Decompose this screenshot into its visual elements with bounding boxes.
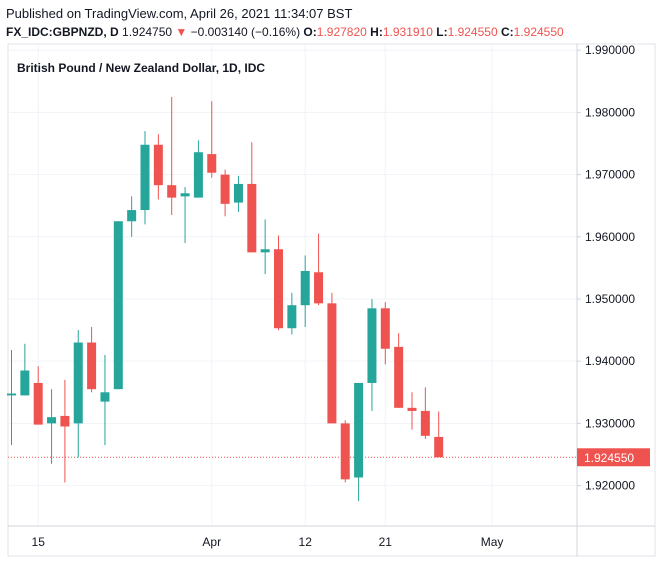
candle-body (287, 305, 297, 329)
candle-body (407, 407, 417, 411)
candle-body (247, 183, 257, 253)
candle-body (73, 342, 83, 424)
price-tick-label: 1.960000 (585, 230, 635, 244)
candle-body (7, 393, 16, 396)
candle-body (207, 154, 217, 173)
time-tick-label: 12 (299, 535, 313, 549)
candle-body (100, 392, 110, 402)
candle-body (193, 152, 203, 198)
candle-body (87, 342, 97, 390)
candle-body (380, 308, 390, 349)
candle-body (60, 415, 70, 427)
price-tick-label: 1.930000 (585, 416, 635, 430)
candle-body (140, 144, 150, 211)
chart-frame (7, 43, 656, 557)
low-label: L: (436, 25, 448, 39)
candle-body (33, 382, 43, 425)
down-arrow-icon: ▼ (175, 25, 188, 39)
last-price-badge (577, 448, 650, 467)
price-tick-label: 1.950000 (585, 292, 635, 306)
chart-title: British Pound / New Zealand Dollar, 1D, … (17, 61, 265, 75)
time-tick-label: May (481, 535, 504, 549)
time-tick-label: Apr (202, 535, 221, 549)
open-value: 1.927820 (316, 25, 367, 39)
close-label: C: (500, 25, 514, 39)
candle-body (340, 423, 350, 480)
candle-body (47, 417, 57, 424)
candle-body (327, 303, 337, 424)
candle-body (314, 272, 324, 304)
last-price-label: 1.924550 (584, 451, 634, 465)
last-price: 1.924750 (122, 25, 173, 39)
symbol-label: FX_IDC:GBPNZD, D (6, 25, 119, 39)
high-value: 1.931910 (382, 25, 433, 39)
candle-body (367, 308, 377, 383)
candle-body (20, 370, 30, 396)
candle-body (167, 185, 177, 198)
published-line: Published on TradingView.com, April 26, … (6, 6, 353, 21)
price-tick-label: 1.980000 (585, 105, 635, 119)
candle-body (113, 221, 123, 390)
candle-body (434, 436, 444, 458)
candle-body (260, 249, 270, 253)
price-tick-label: 1.940000 (585, 354, 635, 368)
price-tick-label: 1.990000 (585, 43, 635, 57)
candle-body (127, 210, 137, 222)
candle-body (233, 183, 243, 203)
price-tick-label: 1.920000 (585, 479, 635, 493)
change-value: −0.003140 (−0.16%) (190, 25, 301, 39)
candle-body (180, 193, 190, 197)
high-label: H: (370, 25, 383, 39)
candle-body (300, 271, 310, 306)
candle-body (394, 346, 404, 408)
candle-body (153, 144, 163, 186)
ohlc-legend: FX_IDC:GBPNZD, D 1.924750 ▼ −0.003140 (−… (6, 25, 564, 39)
candle-body (354, 382, 364, 478)
close-value: 1.924550 (513, 25, 564, 39)
price-tick-label: 1.970000 (585, 168, 635, 182)
time-tick-label: 21 (379, 535, 393, 549)
open-label: O: (303, 25, 317, 39)
candle-body (220, 174, 230, 204)
low-value: 1.924550 (447, 25, 498, 39)
candle-body (274, 249, 283, 329)
candle-body (420, 410, 430, 436)
time-tick-label: 15 (32, 535, 46, 549)
